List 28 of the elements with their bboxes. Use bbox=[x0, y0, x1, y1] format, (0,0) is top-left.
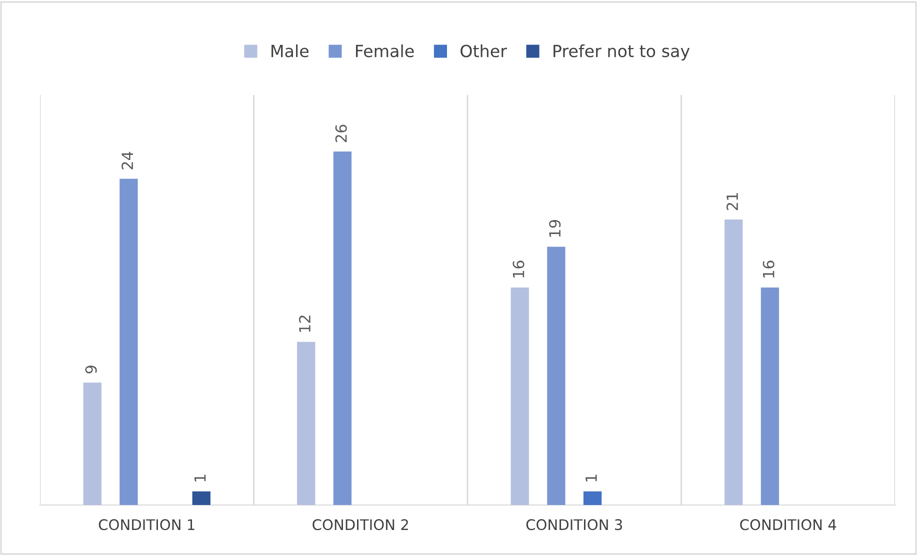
legend-label: Other bbox=[460, 44, 507, 58]
bar bbox=[547, 246, 566, 505]
x-tick-label: CONDITION 4 bbox=[740, 519, 836, 530]
x-tick-label: CONDITION 3 bbox=[526, 519, 622, 530]
bar bbox=[724, 220, 743, 505]
data-label: 16 bbox=[512, 260, 524, 278]
data-label: 26 bbox=[335, 124, 347, 142]
data-label: 1 bbox=[586, 474, 597, 482]
bar bbox=[83, 382, 102, 505]
legend-label: Male bbox=[272, 44, 308, 58]
x-tick-label: CONDITION 2 bbox=[312, 519, 408, 530]
data-label: 9 bbox=[85, 366, 97, 374]
legend-label: Female bbox=[356, 44, 414, 58]
x-tick-label: CONDITION 1 bbox=[98, 519, 194, 530]
data-label: 1 bbox=[194, 474, 206, 482]
bar bbox=[120, 178, 138, 505]
bar bbox=[333, 152, 352, 505]
legend-label: Prefer not to say bbox=[554, 44, 690, 61]
bar bbox=[510, 287, 529, 505]
data-label: 19 bbox=[549, 220, 561, 237]
data-label: 21 bbox=[726, 193, 738, 210]
bar bbox=[297, 342, 316, 505]
data-label: 24 bbox=[122, 152, 133, 170]
bar bbox=[760, 287, 780, 505]
bar bbox=[192, 491, 210, 505]
data-label: 16 bbox=[762, 260, 774, 278]
bar bbox=[583, 491, 602, 505]
data-label: 12 bbox=[298, 316, 310, 332]
